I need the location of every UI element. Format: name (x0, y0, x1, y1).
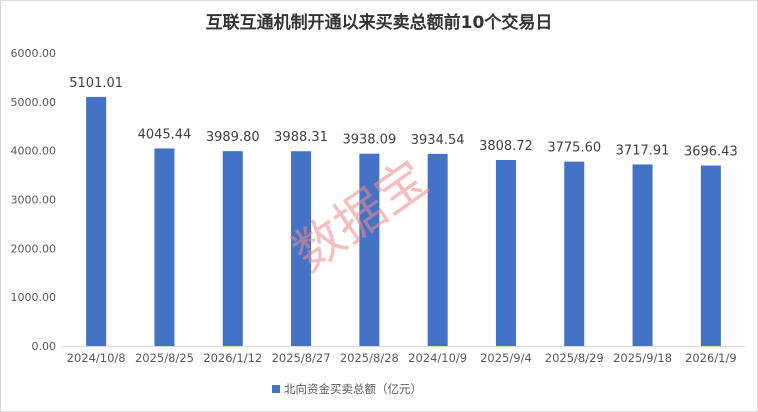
data-label: 3938.09 (342, 133, 396, 148)
x-tick-label: 2025/8/27 (272, 351, 331, 365)
x-tick-label: 2026/1/12 (203, 351, 262, 365)
bar (564, 161, 585, 346)
bar (632, 164, 653, 346)
x-tick-label: 2025/8/25 (135, 351, 194, 365)
y-tick-label: 5000.00 (11, 96, 57, 109)
data-label: 3989.80 (206, 130, 260, 145)
x-tick-label: 2024/10/8 (67, 351, 126, 365)
x-tick-label: 2025/9/18 (613, 351, 672, 365)
bar (359, 153, 380, 346)
y-tick-label: 2000.00 (11, 242, 57, 255)
y-tick-label: 0.00 (32, 340, 57, 353)
data-label: 3717.91 (616, 143, 670, 158)
bar (700, 165, 721, 346)
data-label: 3988.31 (274, 130, 328, 145)
data-label: 3808.72 (479, 139, 533, 154)
y-tick-label: 4000.00 (11, 145, 57, 158)
y-tick-label: 1000.00 (11, 291, 57, 304)
x-tick-label: 2025/8/29 (545, 351, 604, 365)
bar (222, 151, 243, 346)
bar (427, 153, 448, 346)
data-label: 4045.44 (138, 127, 192, 142)
data-label: 3934.54 (411, 133, 465, 148)
legend-label: 北向资金买卖总额（亿元） (284, 382, 422, 396)
bar (154, 148, 175, 346)
data-label: 3696.43 (684, 144, 738, 159)
data-label: 5101.01 (69, 76, 123, 91)
x-tick-label: 2025/9/4 (480, 351, 532, 365)
chart-title: 互联互通机制开通以来买卖总额前10个交易日 (206, 12, 553, 33)
y-tick-label: 3000.00 (11, 194, 57, 207)
x-tick-label: 2026/1/9 (685, 351, 737, 365)
data-label: 3775.60 (547, 141, 601, 156)
x-tick-label: 2024/10/9 (408, 351, 467, 365)
bar (86, 96, 107, 346)
bar (495, 160, 516, 346)
x-tick-label: 2025/8/28 (340, 351, 399, 365)
legend-swatch (272, 385, 280, 393)
y-tick-label: 6000.00 (11, 47, 57, 60)
bar (291, 151, 312, 346)
